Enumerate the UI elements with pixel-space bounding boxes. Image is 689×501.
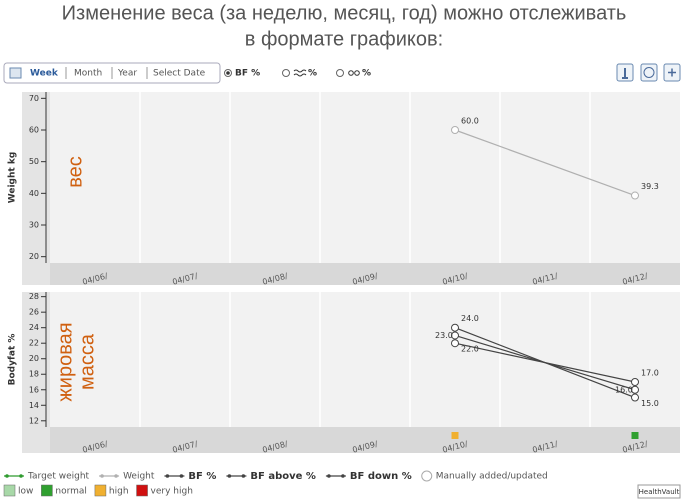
legend-label: Weight [123,472,155,482]
x-label-strip [50,263,680,285]
level-swatch [41,484,53,497]
value-label: 24.0 [461,314,479,323]
status-marker [631,432,639,439]
annotation: вес [64,156,86,188]
header-line: Изменение веса (за неделю, месяц, год) м… [62,2,627,24]
mode-radio[interactable] [282,69,290,77]
level-label: very high [151,487,193,497]
data-point [631,378,639,386]
data-point [451,331,459,340]
value-label: 15.0 [641,399,659,408]
level-label: high [109,487,129,497]
value-label: 16.0 [615,385,633,394]
y-axis-label: Weight kg [8,152,18,204]
y-tick-label: 60 [29,126,39,135]
data-point [631,385,639,394]
legend-dot [114,474,118,478]
logo-box [637,484,681,499]
mode-icon [348,70,354,76]
legend-dot [165,474,170,478]
legend-label: BF % [188,471,216,482]
mode-icon [293,69,307,77]
y-tick-label: 70 [29,94,39,103]
legend-dot [227,474,232,478]
legend-dot [100,474,104,478]
scale-icon [622,68,628,79]
legend-label: BF down % [350,471,412,482]
y-tick-label: 26 [29,308,39,317]
legend-dot [327,474,331,478]
value-label: 22.0 [461,345,479,354]
x-label-strip [50,427,680,453]
data-point [631,191,639,200]
mode-radio[interactable] [336,69,344,77]
series-line [454,129,636,197]
value-label: 23.0 [435,331,453,340]
tool-button[interactable] [640,63,658,82]
y-tick-label: 12 [29,416,39,425]
logo: HealthVault [639,488,680,496]
mode-label: % [308,69,317,79]
data-point [631,393,639,402]
period-option[interactable]: Select Date [153,69,206,79]
value-label: 60.0 [461,117,479,126]
calendar-icon[interactable] [9,67,22,79]
y-tick-label: 20 [29,354,39,363]
legend-label: BF above % [250,471,316,482]
value-label: 17.0 [641,369,659,378]
data-point [451,323,459,332]
legend-dot [241,474,246,478]
series-line [454,342,636,383]
plot-area [50,292,680,427]
y-tick-label: 20 [29,252,39,261]
y-tick-label: 28 [29,292,39,301]
legend-dot [341,474,345,478]
y-tick-label: 22 [29,339,39,348]
legend-dot [19,474,23,478]
level-swatch [136,484,148,497]
mode-icon [354,70,360,76]
legend-manual-icon [421,470,433,482]
y-axis-panel [22,292,50,453]
data-point [451,126,459,134]
annotation: масса [76,333,98,390]
mode-label: BF % [235,69,260,79]
y-tick-label: 14 [29,401,39,410]
y-tick-label: 18 [29,370,39,379]
level-swatch [3,484,16,497]
value-label: 39.3 [641,182,659,191]
gauge-icon [643,67,655,78]
y-tick-label: 16 [29,385,39,394]
y-tick-label: 50 [29,157,39,166]
y-tick-label: 24 [29,323,39,332]
data-point [451,339,459,348]
period-option[interactable]: Week [30,69,59,79]
level-swatch [94,484,107,497]
annotation: жировая [54,322,76,401]
y-axis-panel [22,92,50,285]
period-option[interactable]: Year [117,69,137,79]
y-axis-label: Bodyfat % [8,334,18,386]
level-label: low [18,487,33,497]
y-tick-label: 40 [29,189,39,198]
level-label: normal [55,487,87,497]
legend-label: Target weight [27,472,90,482]
mode-radio-dot [226,71,230,75]
status-marker [451,432,459,439]
legend-dot [5,474,9,478]
legend-dot [179,474,184,478]
legend-label: Manually added/updated [436,472,548,482]
header-line: в формате графиков: [245,28,443,50]
y-tick-label: 30 [29,221,39,230]
period-option[interactable]: Month [74,69,102,79]
plot-area [50,92,680,263]
add-icon [668,68,676,77]
mode-label: % [362,69,371,79]
